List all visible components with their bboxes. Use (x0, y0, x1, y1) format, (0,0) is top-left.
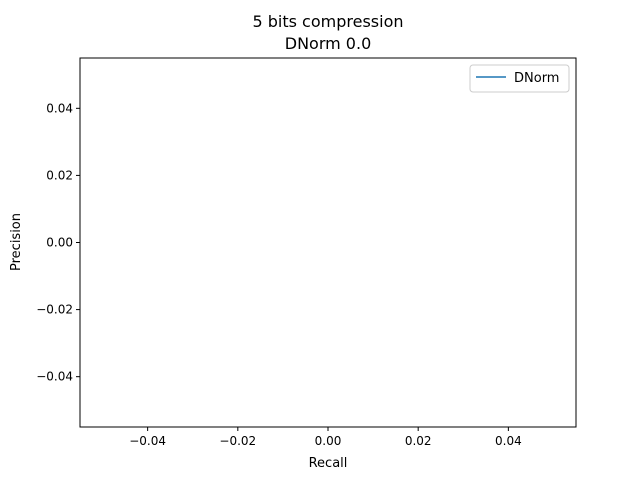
legend-box (469, 64, 570, 93)
y-tick-label: −0.02 (36, 303, 73, 317)
x-tick-label: 0.02 (405, 434, 432, 448)
chart-subtitle: DNorm 0.0 (285, 34, 372, 53)
y-tick-label: 0.00 (46, 236, 73, 250)
legend: DNorm (469, 64, 570, 93)
legend-label-dnorm: DNorm (514, 71, 559, 86)
plot-area (79, 57, 577, 428)
x-axis-ticks: −0.04 −0.02 0.00 0.02 0.04 (129, 427, 522, 448)
x-axis-label: Recall (309, 456, 348, 471)
x-tick-label: −0.04 (129, 434, 166, 448)
y-tick-label: 0.04 (46, 101, 73, 115)
y-tick-label: −0.04 (36, 370, 73, 384)
x-tick-label: −0.02 (219, 434, 256, 448)
chart-title: 5 bits compression (252, 12, 403, 31)
x-tick-label: 0.00 (315, 434, 342, 448)
y-axis-ticks: −0.04 −0.02 0.00 0.02 0.04 (36, 101, 80, 384)
y-axis-label: Precision (9, 213, 24, 271)
x-tick-label: 0.04 (495, 434, 522, 448)
y-tick-label: 0.02 (46, 168, 73, 182)
